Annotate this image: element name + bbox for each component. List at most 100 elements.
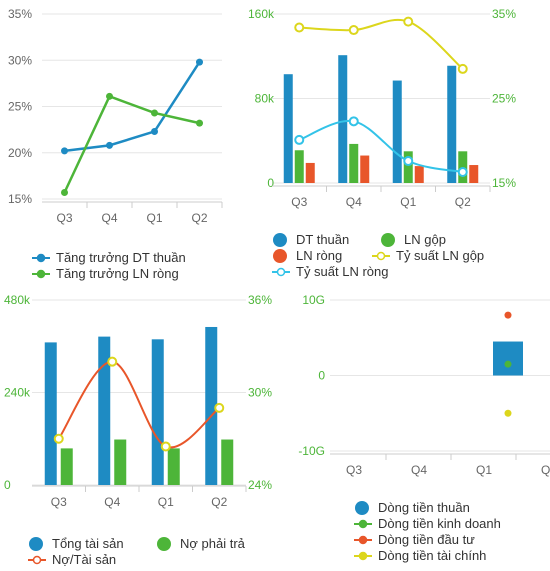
y-tick-label: 80k	[255, 92, 275, 106]
bar	[98, 336, 111, 485]
bar	[469, 165, 479, 183]
y-tick-label: 240k	[4, 386, 31, 400]
series-line	[298, 119, 463, 173]
legend-item-marker	[32, 555, 42, 565]
bar	[349, 143, 359, 183]
legend-item-marker	[276, 267, 286, 277]
y2-tick-label: 30%	[248, 386, 272, 400]
x-tick-label: Q2	[455, 195, 471, 209]
data-point	[106, 141, 113, 149]
bar	[221, 439, 234, 485]
y2-tick-label: 25%	[492, 92, 516, 106]
x-tick-label: Q1	[146, 211, 162, 225]
data-point	[53, 433, 64, 444]
x-tick-label: Q2	[191, 211, 207, 225]
x-tick-label: Q1	[476, 463, 492, 477]
data-point	[160, 441, 171, 452]
legend-item: LN gộp	[404, 232, 446, 247]
data-point	[348, 116, 359, 127]
y-tick-label: -10G	[298, 444, 325, 458]
legend-item: Tỷ suất LN ròng	[296, 264, 389, 279]
bar	[447, 65, 457, 183]
y-tick-label: 30%	[8, 53, 32, 67]
data-point	[61, 189, 68, 197]
legend-item-marker	[273, 249, 287, 263]
series-line	[299, 19, 464, 70]
x-tick-label: Q1	[158, 495, 174, 509]
legend-item: Tăng trưởng LN ròng	[56, 266, 179, 281]
legend-item-marker	[376, 251, 386, 261]
data-point	[457, 63, 468, 74]
legend-item-marker	[273, 233, 287, 247]
legend-item: Nợ/Tài sản	[52, 552, 116, 567]
y-tick-label: 10G	[302, 293, 325, 307]
bar	[151, 339, 164, 485]
data-point	[348, 25, 359, 36]
legend-item: Nợ phải trả	[180, 536, 246, 551]
legend-item-marker	[358, 535, 368, 545]
legend-item-marker	[36, 269, 46, 279]
data-point	[106, 92, 113, 100]
x-tick-label: Q1	[400, 195, 416, 209]
x-tick-label: Q3	[346, 463, 362, 477]
bar	[294, 150, 304, 183]
x-tick-label: Q3	[51, 495, 67, 509]
data-point	[403, 156, 414, 167]
data-point	[403, 16, 414, 27]
bar	[283, 74, 293, 183]
data-point	[214, 402, 225, 413]
legend-item-marker	[358, 551, 368, 561]
bar	[360, 155, 370, 183]
y-tick-label: 0	[267, 176, 274, 190]
bar	[44, 342, 57, 485]
y-tick-label: 15%	[8, 192, 32, 206]
bar	[205, 326, 218, 485]
data-point	[196, 58, 203, 66]
legend-item-marker	[157, 537, 171, 551]
legend-item: Tỷ suất LN gộp	[396, 248, 484, 263]
legend-item-marker	[36, 253, 46, 263]
y-tick-label: 480k	[4, 293, 31, 307]
x-tick-label: Q3	[56, 211, 72, 225]
y2-tick-label: 36%	[248, 293, 272, 307]
y2-tick-label: 15%	[492, 176, 516, 190]
x-tick-label: Q2	[211, 495, 227, 509]
x-tick-label: Q3	[291, 195, 307, 209]
x-tick-label: Q2	[541, 463, 550, 477]
y-tick-label: 0	[318, 369, 325, 383]
legend-item: LN ròng	[296, 248, 342, 263]
bar	[392, 80, 402, 183]
data-point	[457, 167, 468, 178]
x-tick-label: Q4	[104, 495, 120, 509]
legend-item: DT thuần	[296, 232, 349, 247]
y-tick-label: 0	[4, 478, 11, 492]
data-point	[504, 360, 512, 368]
y-tick-label: 20%	[8, 146, 32, 160]
legend-item: Tăng trưởng DT thuần	[56, 250, 186, 265]
x-tick-label: Q4	[346, 195, 362, 209]
legend-item: Dòng tiền thuần	[378, 500, 470, 515]
chart-growth: 35% 30% 25% 20% 15% Q3 Q4 Q1 Q2 Tăng trưởng DT th…	[8, 7, 223, 281]
legend-item: Dòng tiền tài chính	[378, 548, 486, 563]
series-line-0	[64, 61, 201, 153]
legend-item-marker	[355, 501, 369, 515]
series-line	[57, 360, 220, 449]
y-tick-label: 35%	[8, 7, 32, 21]
bar	[167, 448, 180, 485]
data-point	[107, 356, 118, 367]
bar	[305, 162, 315, 183]
legend-item: Dòng tiền đầu tư	[378, 532, 475, 547]
chart-revenue-profit: 160k 35% 80k 25% 0 15% Q3 Q4 Q1 Q2 DT thuần LN gộp L…	[248, 7, 516, 279]
legend-item-marker	[358, 519, 368, 529]
legend-item: Tổng tài sản	[52, 536, 124, 551]
bar	[403, 151, 413, 183]
legend-item-marker	[381, 233, 395, 247]
data-point	[61, 147, 68, 155]
data-point	[294, 22, 305, 33]
data-point	[504, 311, 512, 319]
y-tick-label: 25%	[8, 100, 32, 114]
legend-item: Dòng tiền kinh doanh	[378, 516, 501, 531]
bar	[338, 55, 348, 183]
